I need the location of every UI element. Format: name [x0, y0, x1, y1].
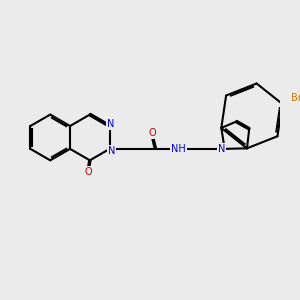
Text: Br: Br: [291, 93, 300, 103]
Text: O: O: [85, 167, 92, 177]
Text: N: N: [107, 119, 115, 129]
Text: O: O: [149, 128, 157, 138]
Text: N: N: [218, 144, 225, 154]
Text: N: N: [108, 146, 115, 156]
Text: NH: NH: [171, 144, 186, 154]
